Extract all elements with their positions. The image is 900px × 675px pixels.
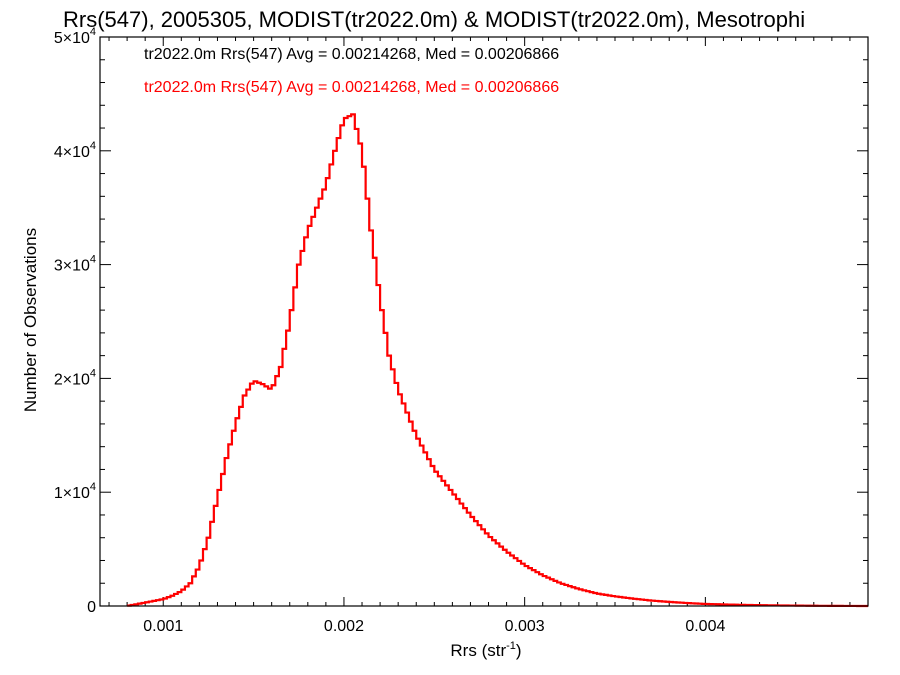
y-tick-label: 4×104 [54, 140, 96, 161]
y-tick-exponent: 4 [90, 367, 96, 379]
series-layer [127, 113, 868, 608]
y-axis-label: Number of Observations [21, 228, 40, 412]
y-tick-exponent: 4 [90, 140, 96, 152]
x-tick-label: 0.003 [505, 618, 545, 635]
y-tick-mantissa: 4×10 [54, 144, 90, 161]
series-line-0 [127, 113, 868, 607]
y-tick-mantissa: 2×10 [54, 371, 90, 388]
legend-entry-1: tr2022.0m Rrs(547) Avg = 0.00214268, Med… [144, 79, 559, 96]
y-tick-mantissa: 5×10 [54, 30, 90, 47]
y-tick-mantissa: 1×10 [54, 485, 90, 502]
y-tick-exponent: 4 [90, 481, 96, 493]
y-tick-label: 1×104 [54, 481, 96, 502]
y-tick-mantissa: 3×10 [54, 258, 90, 275]
y-tick-exponent: 4 [90, 26, 96, 38]
series-line-1 [127, 113, 868, 608]
y-tick-label: 5×104 [54, 26, 96, 47]
x-axis-label-close: ) [516, 641, 522, 660]
x-axis-label-sup: -1 [506, 640, 516, 652]
axis-ticks [100, 36, 868, 607]
x-axis-label: Rrs (str-1) [450, 640, 521, 660]
x-tick-label: 0.001 [143, 618, 183, 635]
y-tick-label: 2×104 [54, 367, 96, 388]
x-tick-label: 0.002 [324, 618, 364, 635]
y-tick-label: 0 [87, 599, 96, 616]
y-tick-mantissa: 0 [87, 599, 96, 616]
plot-frame [99, 36, 869, 607]
x-axis-label-main: Rrs (str [450, 641, 506, 660]
x-tick-label: 0.004 [685, 618, 725, 635]
legend-entry-0: tr2022.0m Rrs(547) Avg = 0.00214268, Med… [144, 46, 559, 63]
y-tick-label: 3×104 [54, 254, 96, 275]
x-tick-labels: 0.001 0.002 0.003 0.004 [143, 618, 725, 635]
y-tick-exponent: 4 [90, 254, 96, 266]
chart-title: Rrs(547), 2005305, MODIST(tr2022.0m) & M… [63, 7, 805, 32]
